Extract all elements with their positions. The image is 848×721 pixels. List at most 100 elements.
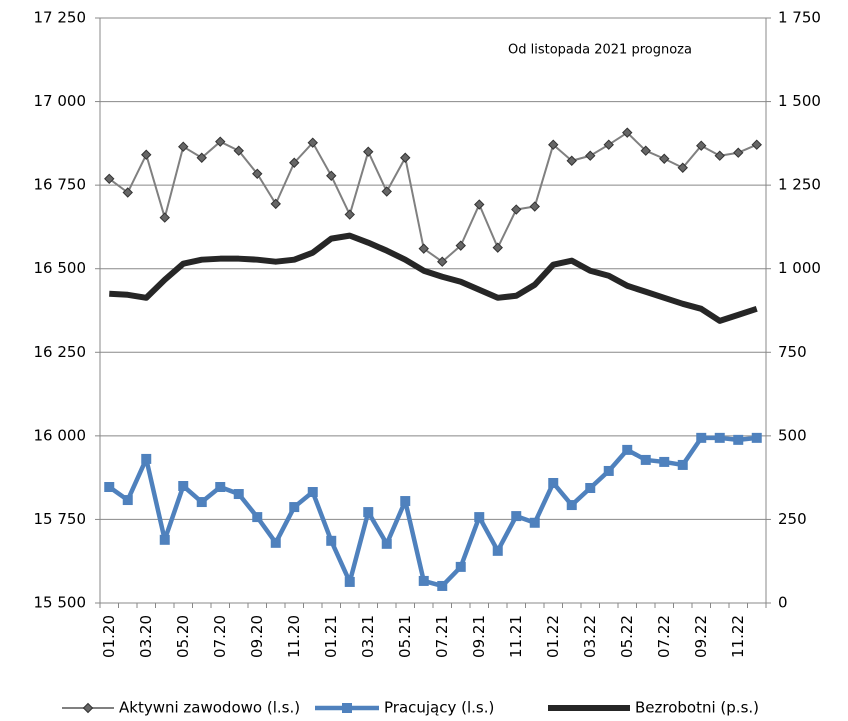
y-tick-label: 16 750 <box>34 176 87 194</box>
data-point <box>603 139 614 150</box>
data-point <box>529 517 540 528</box>
data-point <box>233 145 244 156</box>
data-point <box>659 456 670 467</box>
data-point <box>548 477 559 488</box>
data-point <box>603 465 614 476</box>
data-point <box>696 140 707 151</box>
data-point <box>196 152 207 163</box>
data-point <box>159 212 170 223</box>
legend-marker <box>82 702 94 714</box>
y2-tick-label: 1 250 <box>778 176 821 194</box>
y2-tick-label: 1 000 <box>778 259 821 277</box>
data-point <box>141 149 152 160</box>
data-point <box>270 537 281 548</box>
y2-tick-label: 750 <box>778 343 807 361</box>
x-tick-label: 11.22 <box>729 615 747 658</box>
legend-marker <box>342 703 352 713</box>
data-point <box>418 243 429 254</box>
series-line <box>108 131 758 263</box>
x-tick-label: 07.22 <box>655 615 673 658</box>
data-point <box>640 454 651 465</box>
data-point <box>233 489 244 500</box>
data-point <box>659 153 670 164</box>
y-tick-label: 15 750 <box>34 510 87 528</box>
data-point <box>733 147 744 158</box>
x-tick-label: 01.22 <box>544 615 562 658</box>
x-tick-label: 03.21 <box>359 615 377 658</box>
legend-label: Aktywni zawodowo (l.s.) <box>119 699 300 717</box>
y-tick-label: 17 000 <box>34 92 87 110</box>
y2-tick-label: 1 500 <box>778 92 821 110</box>
data-point <box>455 240 466 251</box>
data-point <box>215 136 226 147</box>
data-point <box>141 453 152 464</box>
data-point <box>104 173 115 184</box>
data-point <box>400 152 411 163</box>
x-tick-label: 03.22 <box>581 615 599 658</box>
data-point <box>640 145 651 156</box>
annotation: Od listopada 2021 prognoza <box>508 43 692 58</box>
data-point <box>326 535 337 546</box>
x-tick-label: 11.21 <box>507 615 525 658</box>
data-point <box>492 242 503 253</box>
series-line <box>109 232 758 324</box>
y-tick-label: 17 250 <box>34 9 87 27</box>
data-point <box>178 481 189 491</box>
data-point <box>252 512 263 523</box>
x-tick-label: 09.21 <box>470 615 488 658</box>
x-tick-label: 11.20 <box>285 615 303 658</box>
data-point <box>548 139 559 150</box>
data-point <box>751 432 762 443</box>
data-point <box>455 561 466 572</box>
data-point <box>492 545 503 556</box>
data-point <box>511 204 522 215</box>
data-point <box>344 576 355 587</box>
x-tick-label: 07.21 <box>433 615 451 658</box>
x-tick-label: 05.22 <box>618 615 636 658</box>
x-tick-label: 03.20 <box>137 615 155 658</box>
data-point <box>566 155 577 166</box>
y2-tick-label: 250 <box>778 510 807 528</box>
data-point <box>196 497 207 508</box>
x-tick-label: 05.20 <box>174 615 192 658</box>
y-tick-label: 16 250 <box>34 343 87 361</box>
y-tick-label: 16 500 <box>34 259 87 277</box>
y-tick-label: 15 500 <box>34 594 87 612</box>
data-point <box>437 580 448 591</box>
data-point <box>159 534 170 545</box>
data-point <box>714 150 725 161</box>
x-tick-label: 07.20 <box>211 615 229 658</box>
x-tick-label: 01.20 <box>100 615 118 658</box>
data-point <box>307 137 318 148</box>
data-point <box>289 157 300 168</box>
legend-label: Bezrobotni (p.s.) <box>635 699 759 717</box>
data-point <box>215 482 226 493</box>
y2-tick-label: 1 750 <box>778 9 821 27</box>
data-point <box>622 127 633 138</box>
data-point <box>344 209 355 220</box>
data-point <box>437 256 448 267</box>
data-point <box>363 146 374 157</box>
data-point <box>696 432 707 443</box>
data-point <box>511 511 522 522</box>
data-point <box>381 186 392 197</box>
data-point <box>270 198 281 210</box>
data-point <box>474 512 485 523</box>
x-tick-label: 09.22 <box>692 615 710 658</box>
x-tick-label: 01.21 <box>322 615 340 658</box>
data-point <box>585 150 596 161</box>
data-point <box>381 538 392 549</box>
data-point <box>418 575 429 586</box>
data-point <box>566 500 577 511</box>
x-tick-label: 09.20 <box>248 615 266 658</box>
data-point <box>363 507 374 518</box>
data-point <box>529 201 540 212</box>
x-tick-label: 05.21 <box>396 615 414 658</box>
data-point <box>677 459 688 470</box>
data-point <box>585 483 596 494</box>
data-point <box>751 139 762 150</box>
data-point <box>326 170 337 181</box>
legend-label: Pracujący (l.s.) <box>384 699 494 717</box>
data-point <box>178 141 189 152</box>
